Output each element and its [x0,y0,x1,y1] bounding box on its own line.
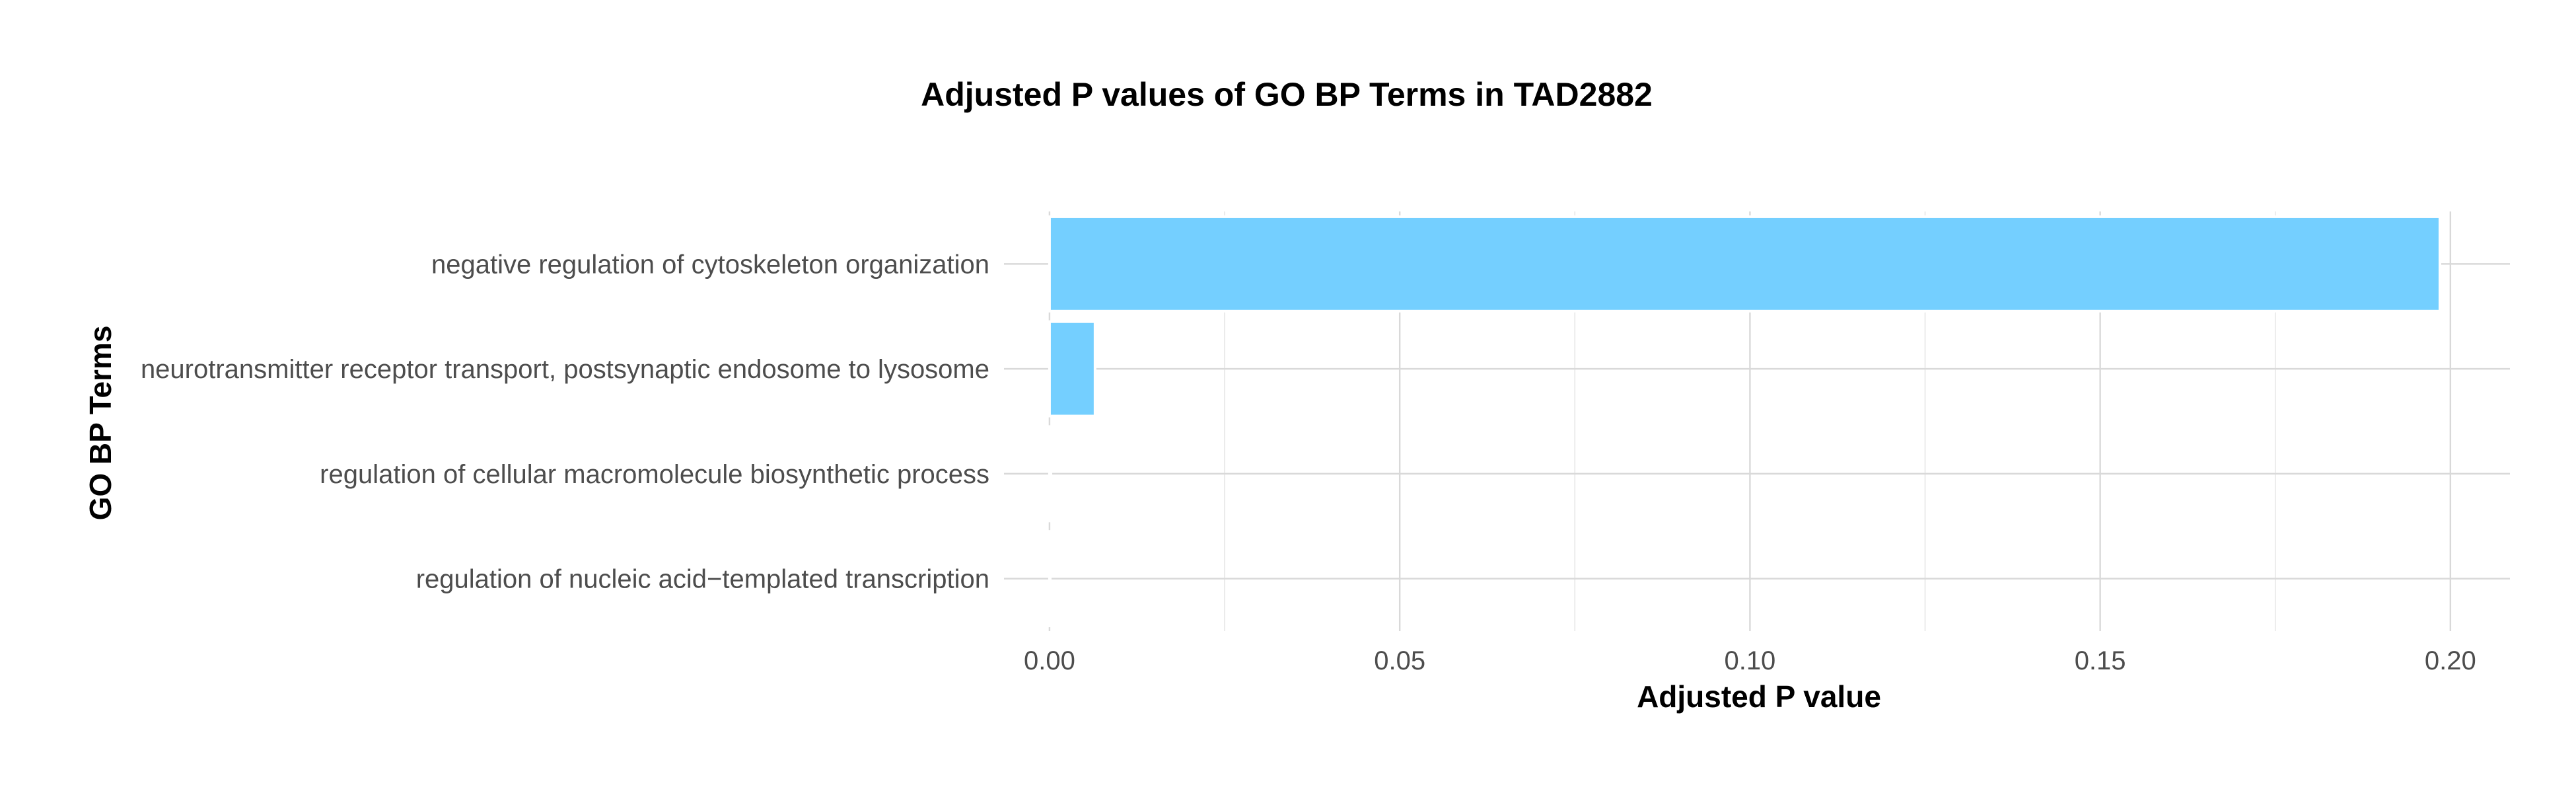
y-tick-labels: negative regulation of cytoskeleton orga… [141,250,989,593]
y-tick-label: neurotransmitter receptor transport, pos… [141,355,989,384]
x-tick-label: 0.20 [2425,646,2476,675]
bar [1048,320,1096,418]
bar [1048,425,1053,523]
plot-area [1004,211,2510,631]
chart-title: Adjusted P values of GO BP Terms in TAD2… [921,76,1653,113]
y-tick-label: regulation of nucleic acid−templated tra… [416,565,989,594]
bar [1048,215,2441,313]
x-tick-label: 0.00 [1024,646,1075,675]
bars [1048,215,2441,628]
x-axis-title: Adjusted P value [1637,679,1881,714]
x-tick-label: 0.05 [1374,646,1425,675]
y-tick-label: regulation of cellular macromolecule bio… [320,460,989,489]
y-axis-title: GO BP Terms [83,326,118,521]
y-tick-label: negative regulation of cytoskeleton orga… [431,250,989,279]
x-tick-labels: 0.00 0.05 0.10 0.15 0.20 [1024,646,2476,675]
x-tick-label: 0.10 [1724,646,1775,675]
x-tick-label: 0.15 [2075,646,2126,675]
